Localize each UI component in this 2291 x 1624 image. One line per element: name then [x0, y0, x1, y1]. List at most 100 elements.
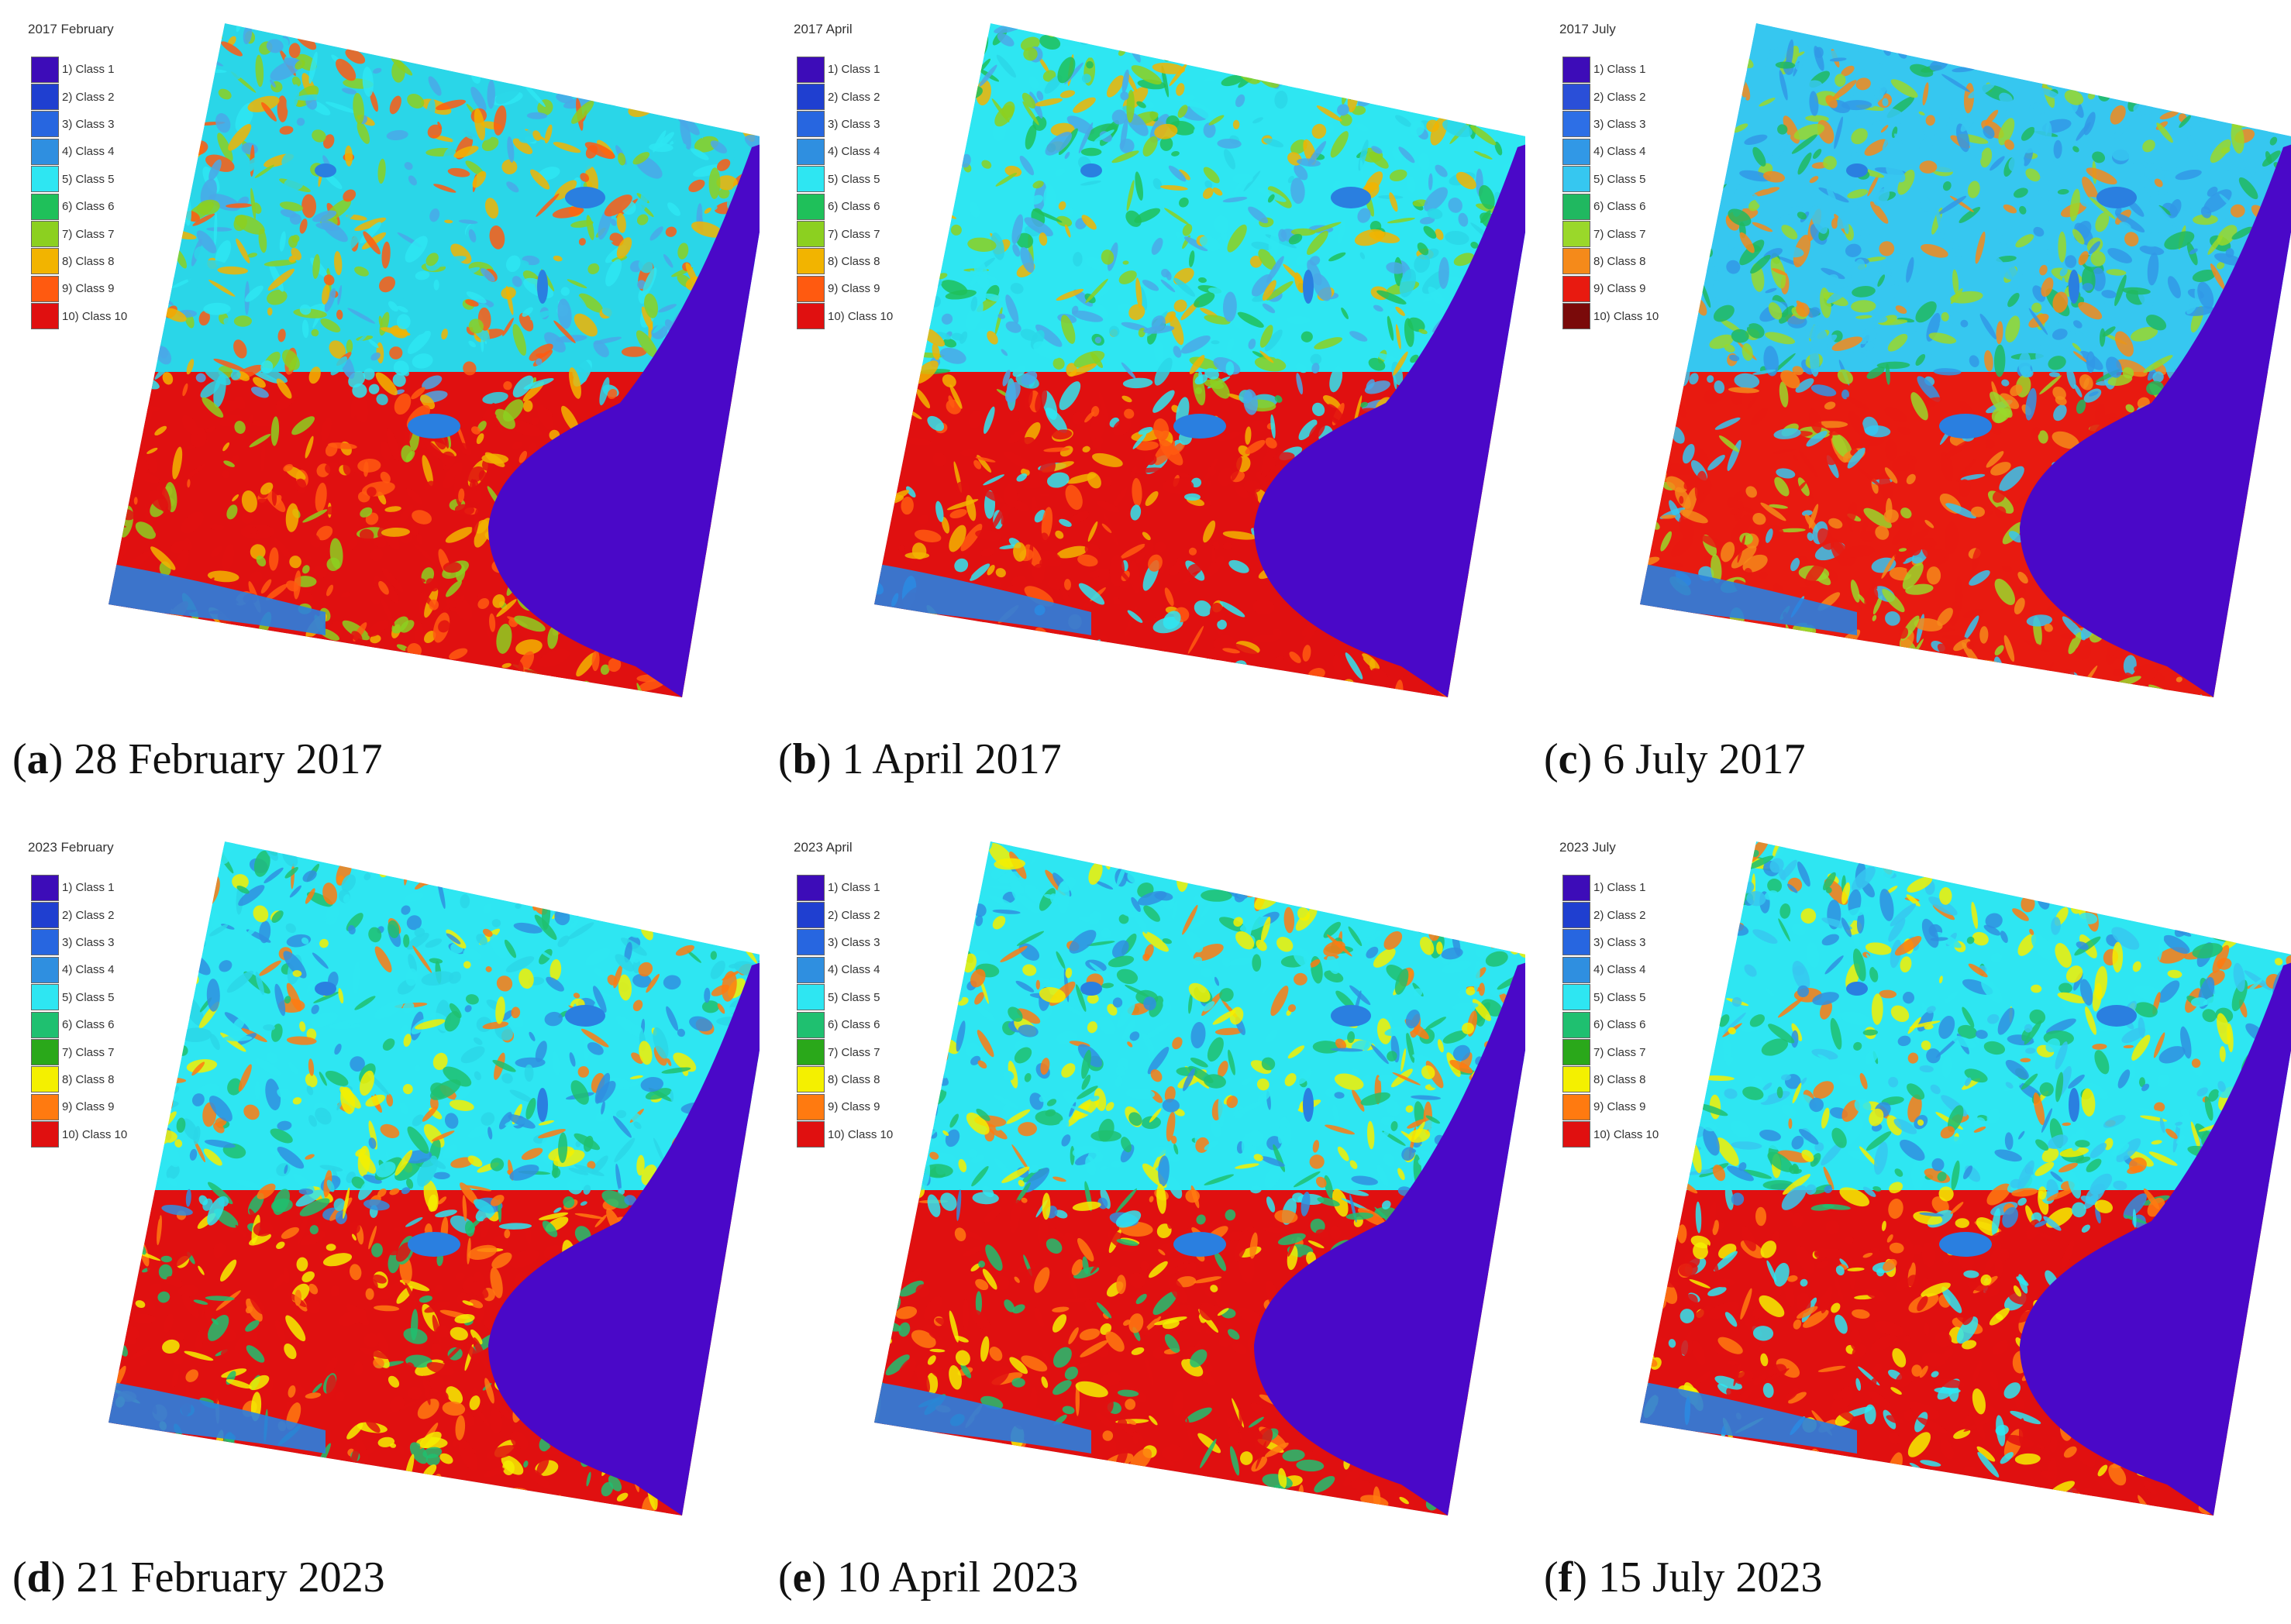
lake	[1331, 1005, 1371, 1027]
lake	[1173, 414, 1226, 439]
legend-swatch	[1562, 1012, 1590, 1038]
legend-swatch	[31, 166, 59, 192]
legend-item: 9) Class 9	[1562, 275, 1659, 302]
legend-swatch	[797, 139, 825, 165]
legend-item: 10) Class 10	[1562, 1121, 1659, 1148]
lake	[1303, 270, 1314, 304]
panel-letter: d	[27, 1553, 51, 1602]
panel-letter: c	[1559, 735, 1578, 783]
legend-swatch	[1562, 194, 1590, 220]
legend-swatch	[1562, 1066, 1590, 1092]
legend-swatch	[797, 84, 825, 110]
legend-item: 8) Class 8	[797, 1066, 893, 1093]
legend-item: 3) Class 3	[31, 929, 127, 956]
legend-label: 2) Class 2	[828, 91, 880, 104]
legend-swatch	[797, 1012, 825, 1038]
legend-swatch	[31, 248, 59, 274]
legend-swatch	[797, 1066, 825, 1092]
legend-item: 7) Class 7	[1562, 220, 1659, 247]
legend-label: 2) Class 2	[1593, 909, 1646, 922]
legend-label: 9) Class 9	[62, 1100, 115, 1113]
panel-letter: f	[1559, 1553, 1573, 1602]
legend-label: 1) Class 1	[62, 881, 115, 894]
classification-raster	[1609, 824, 2291, 1547]
legend-swatch	[31, 276, 59, 302]
legend-label: 4) Class 4	[1593, 145, 1646, 158]
legend-label: 2) Class 2	[62, 91, 115, 104]
legend-label: 4) Class 4	[1593, 963, 1646, 976]
lake	[1080, 982, 1102, 996]
legend-item: 4) Class 4	[31, 138, 127, 165]
legend-item: 8) Class 8	[31, 1066, 127, 1093]
lake	[315, 163, 336, 177]
legend-label: 4) Class 4	[828, 145, 880, 158]
legend-swatch	[797, 1094, 825, 1120]
legend-label: 7) Class 7	[1593, 1046, 1646, 1059]
lake	[1939, 1232, 1992, 1257]
map-title: 2023 April	[794, 840, 853, 855]
legend-label: 7) Class 7	[828, 1046, 880, 1059]
legend-label: 9) Class 9	[62, 282, 115, 295]
legend-label: 5) Class 5	[62, 173, 115, 186]
legend-item: 6) Class 6	[797, 193, 893, 220]
panel-caption: (a) 28 February 2017	[12, 735, 382, 784]
legend-swatch	[1562, 902, 1590, 928]
lake	[1173, 1232, 1226, 1257]
legend-label: 2) Class 2	[828, 909, 880, 922]
legend-item: 7) Class 7	[31, 220, 127, 247]
lake	[2069, 1088, 2079, 1122]
legend-label: 4) Class 4	[62, 145, 115, 158]
panel-date: 1 April 2017	[842, 735, 1061, 783]
legend-label: 9) Class 9	[1593, 282, 1646, 295]
legend-swatch	[797, 111, 825, 137]
lake	[408, 1232, 460, 1257]
panel-caption: (d) 21 February 2023	[12, 1553, 385, 1602]
legend-swatch	[1562, 111, 1590, 137]
legend-swatch	[1562, 303, 1590, 329]
lake	[1080, 163, 1102, 177]
legend-item: 8) Class 8	[1562, 248, 1659, 275]
map-title: 2023 February	[28, 840, 114, 855]
panel-date: 28 February 2017	[74, 735, 382, 783]
legend-item: 9) Class 9	[31, 275, 127, 302]
legend-label: 3) Class 3	[828, 118, 880, 131]
lake	[315, 982, 336, 996]
panel-letter: a	[27, 735, 49, 783]
legend-swatch	[31, 1012, 59, 1038]
legend-label: 10) Class 10	[62, 310, 127, 323]
legend-swatch	[797, 248, 825, 274]
legend-label: 8) Class 8	[828, 255, 880, 268]
legend-label: 3) Class 3	[1593, 936, 1646, 949]
legend-item: 10) Class 10	[1562, 303, 1659, 330]
panel-date: 6 July 2017	[1603, 735, 1805, 783]
legend-item: 6) Class 6	[1562, 193, 1659, 220]
legend-swatch	[797, 902, 825, 928]
legend-label: 1) Class 1	[1593, 881, 1646, 894]
legend-swatch	[1562, 139, 1590, 165]
legend-item: 2) Class 2	[1562, 83, 1659, 110]
legend-label: 9) Class 9	[1593, 1100, 1646, 1113]
legend-label: 1) Class 1	[828, 881, 880, 894]
lake	[1939, 414, 1992, 439]
legend-swatch	[31, 303, 59, 329]
lake	[2069, 270, 2079, 304]
map-title: 2017 July	[1559, 22, 1616, 37]
class-legend: 1) Class 1 2) Class 2 3) Class 3 4) Class 4…	[1562, 874, 1659, 1148]
legend-item: 1) Class 1	[797, 874, 893, 901]
legend-label: 6) Class 6	[62, 1018, 115, 1031]
lake	[1303, 1088, 1314, 1122]
legend-item: 3) Class 3	[1562, 111, 1659, 138]
legend-item: 5) Class 5	[797, 984, 893, 1011]
legend-swatch	[1562, 984, 1590, 1010]
lake	[1331, 187, 1371, 208]
panel-letter: e	[793, 1553, 812, 1602]
legend-item: 1) Class 1	[31, 56, 127, 83]
legend-label: 2) Class 2	[1593, 91, 1646, 104]
legend-label: 1) Class 1	[62, 63, 115, 76]
legend-label: 8) Class 8	[62, 1073, 115, 1086]
